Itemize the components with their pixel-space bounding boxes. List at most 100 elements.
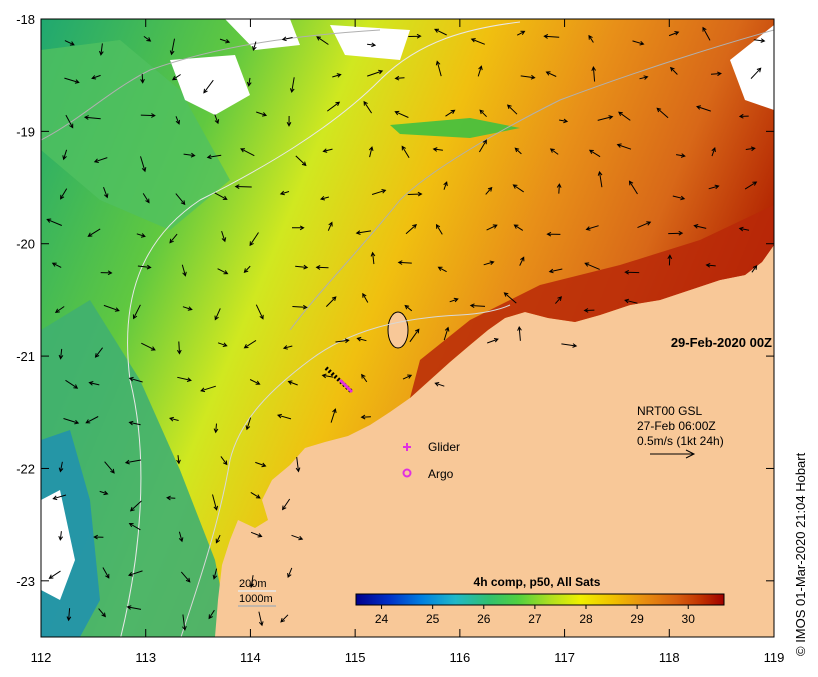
credit-label: © IMOS 01-Mar-2020 21:04 Hobart [793,396,812,656]
x-tick-label: 114 [240,650,261,665]
x-tick-label: 116 [449,650,470,665]
current-arrow [363,100,373,114]
y-tick-label: -20 [16,237,35,252]
current-arrow [102,567,110,579]
current-arrow [597,170,603,188]
current-arrow [322,148,333,153]
current-arrow [667,254,673,266]
current-arrow [181,264,187,277]
current-arrow [182,306,193,311]
colorbar-ticks: 24 25 26 27 28 29 30 [375,605,695,626]
current-arrow [182,614,187,631]
current-arrow [669,66,678,75]
island [387,311,409,349]
current-arrow [397,260,412,265]
current-arrow [708,184,720,190]
currents-note-line-2: 27-Feb 06:00Z [637,419,716,433]
y-tick-label: -22 [16,461,35,476]
current-arrow [292,304,308,310]
current-arrow [140,113,156,118]
glider-track-recent [338,378,354,394]
colorbar-tick-label: 24 [375,612,389,626]
current-arrow [62,149,68,161]
x-tick-label: 119 [764,650,785,665]
current-arrow [282,498,291,511]
current-arrow [295,457,301,473]
current-arrow [140,156,147,173]
current-arrow [178,531,184,543]
contour-legend-200m: 200m [239,578,267,590]
current-arrow [137,264,152,270]
current-arrow [656,107,669,119]
current-arrow [129,500,142,512]
current-arrow [409,328,420,343]
x-tick-label: 118 [659,650,680,665]
current-arrow [128,570,143,577]
current-arrow [64,40,75,46]
current-arrow [219,38,231,44]
current-arrow [99,490,109,496]
current-arrow [367,69,384,77]
current-arrow [250,491,261,499]
current-arrow [470,38,485,45]
current-arrow [100,270,113,276]
current-arrow [371,189,387,195]
current-arrow [169,416,179,422]
current-arrow [549,148,559,155]
current-arrow [696,105,711,112]
current-arrow [520,74,536,80]
current-arrow [479,109,487,118]
current-arrow [597,115,614,121]
current-arrow [63,418,80,425]
current-arrow [141,342,156,351]
current-arrow [220,456,228,466]
current-arrow [249,232,259,247]
current-arrow [176,455,181,465]
current-vectors [46,26,766,631]
current-arrow [321,373,334,379]
coastal-warm-band [410,205,774,398]
land-mass [215,245,774,637]
current-arrow [705,262,716,268]
current-arrow [483,260,495,266]
current-arrow [245,417,252,431]
current-arrow [128,522,141,531]
colorbar-tick-label: 25 [426,612,440,626]
current-arrow [175,116,180,125]
current-arrow [738,113,749,119]
current-arrow [404,304,413,312]
green-band-north [390,118,520,138]
current-arrow [292,225,305,231]
current-arrow [93,157,108,163]
cloud-gap [41,490,75,600]
current-arrow [362,292,369,303]
current-arrow [401,145,410,158]
current-arrow [58,531,64,541]
cloud-gap [330,25,410,60]
current-arrow [208,609,215,620]
current-arrow [217,268,229,275]
current-arrow [469,303,486,309]
green-patch-north [41,40,230,230]
current-arrow [212,568,218,580]
current-arrow [443,181,448,190]
contour-legend-1000m: 1000m [239,593,273,605]
current-arrow [279,190,290,196]
current-arrow [124,459,142,465]
current-arrow [513,224,524,231]
credit-text: © IMOS 01-Mar-2020 21:04 Hobart [793,452,808,656]
current-arrow [287,380,298,386]
current-arrow [588,34,594,43]
current-arrow [585,225,599,231]
current-arrow [556,183,562,194]
current-arrow [281,36,293,42]
current-arrow [356,336,367,342]
current-arrow [295,264,309,270]
current-arrow [546,231,561,237]
current-arrow [203,79,214,94]
current-arrow [177,376,192,382]
current-arrow [287,567,293,579]
currents-note-line-3: 0.5m/s (1kt 24h) [637,434,724,448]
current-arrow [745,146,756,152]
current-arrow [672,195,686,201]
